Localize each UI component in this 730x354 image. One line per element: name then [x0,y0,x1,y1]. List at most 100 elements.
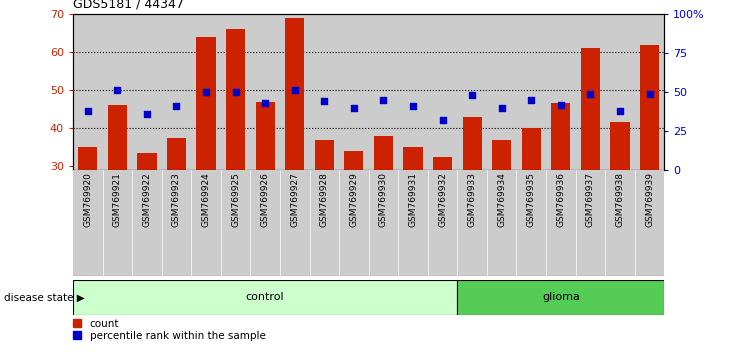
Bar [457,170,487,276]
Text: GSM769920: GSM769920 [83,172,92,227]
Text: GSM769927: GSM769927 [291,172,299,227]
Bar [108,105,127,170]
Bar [339,14,369,170]
Point [200,89,212,95]
Bar [635,14,664,170]
Point [526,97,537,103]
Bar [399,14,428,170]
Bar [492,139,511,170]
Text: GSM769921: GSM769921 [113,172,122,227]
Text: GSM769930: GSM769930 [379,172,388,227]
Bar [310,14,339,170]
Bar [635,170,664,276]
Text: GSM769923: GSM769923 [172,172,181,227]
Bar [73,280,458,315]
Bar [458,280,664,315]
Point [377,97,389,103]
Bar [162,170,191,276]
Bar [102,170,132,276]
Bar [581,48,600,170]
Bar [73,14,102,170]
Bar [255,102,274,170]
Text: GSM769924: GSM769924 [201,172,210,227]
Bar [428,14,458,170]
Bar [250,14,280,170]
Bar [226,29,245,170]
Text: GSM769929: GSM769929 [350,172,358,227]
Bar [196,37,215,170]
Bar [487,14,517,170]
Bar [191,170,221,276]
Bar [315,139,334,170]
Text: GSM769934: GSM769934 [497,172,506,227]
Bar [399,170,428,276]
Text: GSM769928: GSM769928 [320,172,328,227]
Bar [162,14,191,170]
Bar [285,18,304,170]
Bar [132,14,162,170]
Bar [221,170,250,276]
Point [141,111,153,117]
Bar [369,170,399,276]
Text: GSM769922: GSM769922 [142,172,151,227]
Bar [339,170,369,276]
Bar [374,136,393,170]
Text: GSM769939: GSM769939 [645,172,654,227]
Bar [463,117,482,170]
Bar [605,170,635,276]
Bar [102,14,132,170]
Point [466,92,478,98]
Bar [605,14,635,170]
Text: GSM769925: GSM769925 [231,172,240,227]
Bar [487,170,517,276]
Bar [345,151,364,170]
Point [348,105,360,110]
Bar [250,170,280,276]
Text: GSM769931: GSM769931 [409,172,418,227]
Text: GSM769932: GSM769932 [438,172,447,227]
Point [644,91,656,96]
Text: GSM769935: GSM769935 [527,172,536,227]
Point [171,103,182,109]
Bar [132,170,162,276]
Bar [576,14,605,170]
Text: control: control [246,292,285,302]
Bar [551,103,570,170]
Bar [191,14,221,170]
Point [289,88,301,93]
Bar [517,14,546,170]
Bar [167,138,186,170]
Text: disease state ▶: disease state ▶ [4,292,85,302]
Point [259,100,271,106]
Bar [369,14,399,170]
Legend: count, percentile rank within the sample: count, percentile rank within the sample [73,319,266,341]
Text: GDS5181 / 44347: GDS5181 / 44347 [73,0,184,11]
Point [496,105,507,110]
Point [407,103,419,109]
Bar [546,14,576,170]
Point [230,89,242,95]
Bar [433,156,452,170]
Bar [280,170,310,276]
Bar [522,128,541,170]
Bar [221,14,250,170]
Point [585,91,596,96]
Bar [576,170,605,276]
Bar [280,14,310,170]
Bar [73,170,102,276]
Bar [457,14,487,170]
Text: GSM769933: GSM769933 [468,172,477,227]
Bar [428,170,458,276]
Bar [404,147,423,170]
Bar [517,170,546,276]
Point [614,108,626,114]
Bar [137,153,156,170]
Bar [78,147,97,170]
Bar [546,170,576,276]
Point [82,108,93,114]
Text: GSM769926: GSM769926 [261,172,269,227]
Point [318,98,330,104]
Text: glioma: glioma [542,292,580,302]
Bar [610,122,629,170]
Text: GSM769937: GSM769937 [586,172,595,227]
